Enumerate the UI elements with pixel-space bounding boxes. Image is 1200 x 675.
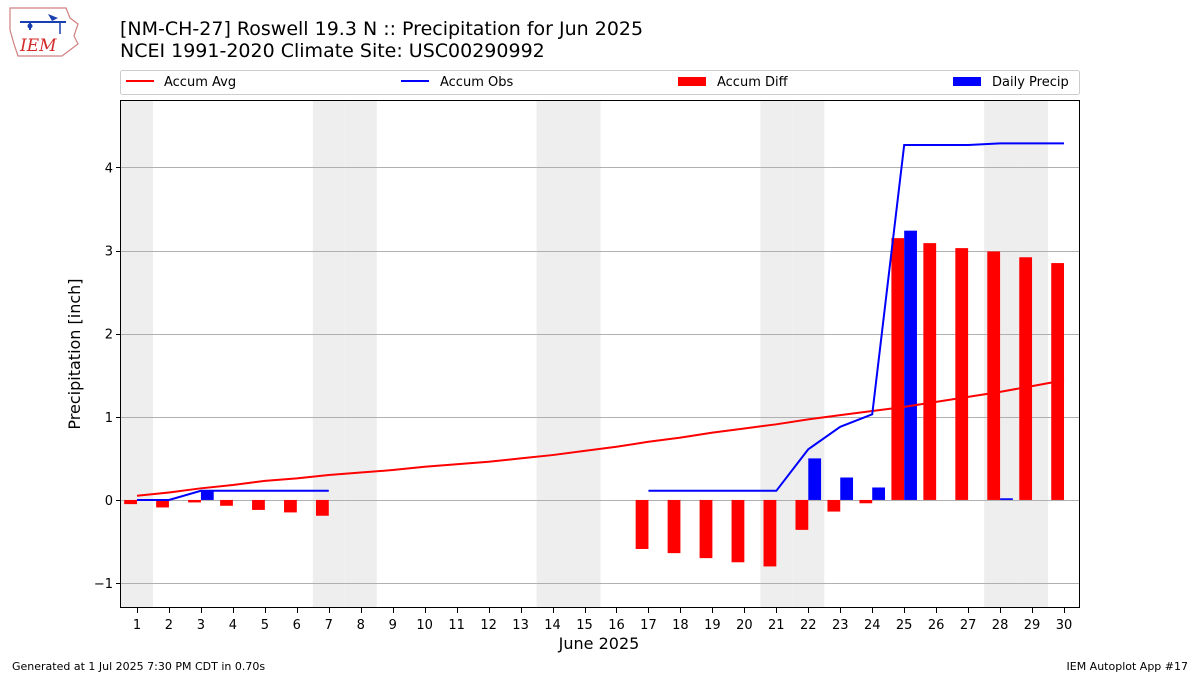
accum-diff-bar [827,499,841,512]
accum-diff-bar [891,238,905,500]
accum-diff-bar [124,499,137,505]
y-tick-label: 4 [105,161,113,176]
accum-diff-bar [923,243,937,500]
x-tick-label: 17 [640,618,657,633]
x-tick-label: 29 [1024,618,1041,633]
daily-precip-bar [904,230,917,500]
legend: Accum Avg Accum Obs Accum Diff Daily Pre… [120,70,1080,95]
weekend-shading [121,101,1049,608]
accum-diff-bar [284,499,297,513]
x-tick-label: 10 [416,618,433,633]
accum-diff-bar [156,499,169,508]
legend-box [120,70,1080,95]
x-tick-label: 27 [960,618,977,633]
accum-diff-bar [987,251,1001,500]
accum-diff-bar [667,499,681,554]
legend-label-accum-obs: Accum Obs [440,75,513,90]
x-tick-label: 30 [1056,618,1073,633]
x-axis-ticks: 1 2 3 4 5 6 7 8 9 10 11 12 13 14 15 16 17 18 19 20 21 22 23 24 2… [133,608,1072,633]
y-axis-ticks: −1 0 1 2 3 4 [94,161,121,592]
x-tick-label: 19 [704,618,721,633]
accum-obs-line [136,489,329,501]
legend-item-accum-avg: Accum Avg [126,75,236,90]
legend-item-accum-obs: Accum Obs [401,75,513,90]
x-tick-label: 20 [736,618,753,633]
weekend-band-7 [312,101,345,608]
autoplot-app-label: IEM Autoplot App #17 [1067,660,1189,673]
legend-swatch-daily-precip [953,77,981,86]
x-tick-label: 23 [832,618,849,633]
x-tick-label: 21 [768,618,785,633]
weekend-band-8 [344,101,377,608]
accum-diff-bar [1019,257,1033,500]
generated-timestamp: Generated at 1 Jul 2025 7:30 PM CDT in 0… [12,660,265,673]
accum-diff-bar [859,499,873,504]
x-tick-label: 3 [197,618,205,633]
daily-precip-bar [1000,498,1013,500]
weekend-band-15 [568,101,601,608]
x-tick-label: 11 [448,618,465,633]
weekend-band-1 [121,101,153,608]
x-tick-label: 24 [864,618,881,633]
x-tick-label: 12 [480,618,497,633]
accum-diff-bar [731,499,745,563]
iem-logo: IEM [9,7,79,57]
daily-precip-bar [872,487,886,500]
legend-item-accum-diff: Accum Diff [678,75,789,90]
iem-logo-text: IEM [19,36,57,56]
legend-label-accum-diff: Accum Diff [717,75,789,90]
weekend-band-14 [536,101,569,608]
y-tick-label: 2 [105,328,113,343]
x-tick-label: 15 [576,618,593,633]
y-tick-label: 1 [105,411,113,426]
daily-precip-bar [808,458,822,500]
chart-subtitle: NCEI 1991-2020 Climate Site: USC00290992 [120,40,545,62]
daily-precip-bar [200,490,214,500]
legend-swatch-accum-diff [678,77,706,86]
accum-diff-bar [220,499,233,506]
y-axis-label: Precipitation [inch] [65,278,84,429]
weekend-band-22 [792,101,825,608]
chart-title: [NM-CH-27] Roswell 19.3 N :: Precipitati… [120,18,643,40]
accum-obs-line [648,142,1065,492]
x-tick-label: 4 [229,618,237,633]
x-tick-label: 7 [325,618,333,633]
x-tick-label: 1 [133,618,141,633]
x-axis-label: June 2025 [558,634,640,653]
legend-item-daily-precip: Daily Precip [953,75,1069,90]
x-tick-label: 26 [928,618,945,633]
daily-precip-bar [840,477,854,500]
x-tick-label: 5 [261,618,269,633]
x-tick-label: 14 [544,618,561,633]
accum-diff-bar [635,499,649,549]
x-tick-label: 9 [389,618,397,633]
x-tick-label: 25 [896,618,913,633]
accum-diff-bar [795,499,809,530]
x-tick-label: 6 [293,618,301,633]
y-tick-label: −1 [94,577,113,592]
legend-label-daily-precip: Daily Precip [992,75,1069,90]
x-tick-label: 22 [800,618,817,633]
y-tick-label: 3 [105,245,113,260]
x-tick-label: 13 [512,618,529,633]
x-tick-label: 16 [608,618,625,633]
legend-label-accum-avg: Accum Avg [164,75,236,90]
x-tick-label: 18 [672,618,689,633]
x-tick-label: 8 [357,618,365,633]
accum-diff-bar [252,499,265,510]
accum-avg-line [136,379,1065,497]
lines [136,142,1065,501]
bars [124,230,1065,567]
accum-diff-bar [763,499,777,567]
y-tick-label: 0 [105,494,113,509]
accum-diff-bar [315,499,329,516]
horizontal-gridlines [121,167,1080,584]
x-tick-label: 28 [992,618,1009,633]
x-tick-label: 2 [165,618,173,633]
accum-diff-bar [699,499,713,559]
accum-diff-bar [188,499,201,503]
plot-frame [120,100,1080,608]
accum-diff-bar [955,248,969,500]
